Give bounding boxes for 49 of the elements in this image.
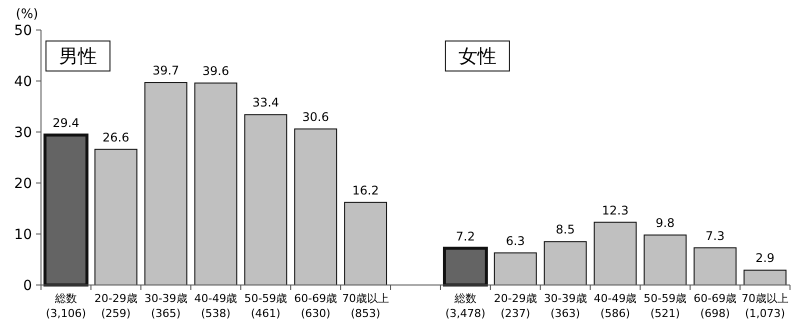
bar bbox=[694, 247, 737, 286]
x-tick-label: 30-39歳 (365) bbox=[144, 292, 188, 320]
data-label: 12.3 bbox=[602, 203, 629, 218]
data-label: 16.2 bbox=[352, 183, 379, 198]
y-tick-label: 20 bbox=[14, 176, 32, 192]
bar bbox=[544, 241, 587, 286]
x-tick-label: 70歳以上 (853) bbox=[342, 292, 390, 320]
y-tick-label: 40 bbox=[14, 74, 32, 90]
y-tick-label: 0 bbox=[23, 278, 32, 294]
data-label: 29.4 bbox=[52, 116, 80, 130]
y-axis-title: (%) bbox=[16, 7, 38, 22]
data-label: 6.3 bbox=[506, 234, 525, 248]
x-tick-label: 総数 (3,106) bbox=[46, 292, 86, 320]
data-label: 8.5 bbox=[556, 222, 575, 237]
data-label: 39.7 bbox=[152, 64, 180, 78]
x-tick-label: 20-29歳 (259) bbox=[94, 292, 138, 320]
x-tick-label: 40-49歳 (586) bbox=[594, 292, 637, 320]
bar bbox=[294, 128, 338, 286]
x-tick-label: 30-39歳 (363) bbox=[544, 292, 587, 320]
bar bbox=[594, 222, 637, 286]
data-label: 33.4 bbox=[252, 96, 280, 110]
x-tick-label: 60-69歳 (698) bbox=[694, 292, 737, 320]
x-tick-label: 50-59歳 (521) bbox=[644, 292, 687, 320]
y-tick-label: 50 bbox=[14, 22, 32, 39]
x-tick-label: 70歳以上 (1,073) bbox=[742, 292, 789, 320]
y-tick-label: 10 bbox=[14, 226, 32, 243]
bar bbox=[144, 82, 188, 286]
data-label: 26.6 bbox=[102, 130, 130, 144]
data-label: 7.2 bbox=[456, 229, 475, 244]
bar bbox=[744, 270, 787, 286]
annotation: 男性 bbox=[58, 46, 97, 68]
data-label: 7.3 bbox=[706, 228, 725, 243]
data-label: 2.9 bbox=[755, 251, 775, 266]
x-tick-label: 50-59歳 (461) bbox=[244, 292, 288, 320]
x-tick-label: 40-49歳 (538) bbox=[194, 292, 238, 320]
x-tick-label: 60-69歳 (630) bbox=[294, 292, 338, 320]
bar bbox=[194, 82, 238, 286]
y-tick-label: 30 bbox=[14, 124, 32, 141]
bar bbox=[344, 202, 388, 286]
data-label: 39.6 bbox=[202, 64, 230, 78]
bar bbox=[244, 114, 288, 286]
bar bbox=[494, 252, 537, 286]
data-label: 9.8 bbox=[656, 216, 675, 230]
data-label: 30.6 bbox=[302, 110, 329, 124]
bar bbox=[94, 148, 138, 286]
bar bbox=[644, 234, 687, 286]
x-tick-label: 20-29歳 (237) bbox=[494, 292, 537, 320]
annotation: 女性 bbox=[458, 46, 496, 68]
x-tick-label: 総数 (3,478) bbox=[445, 292, 486, 320]
